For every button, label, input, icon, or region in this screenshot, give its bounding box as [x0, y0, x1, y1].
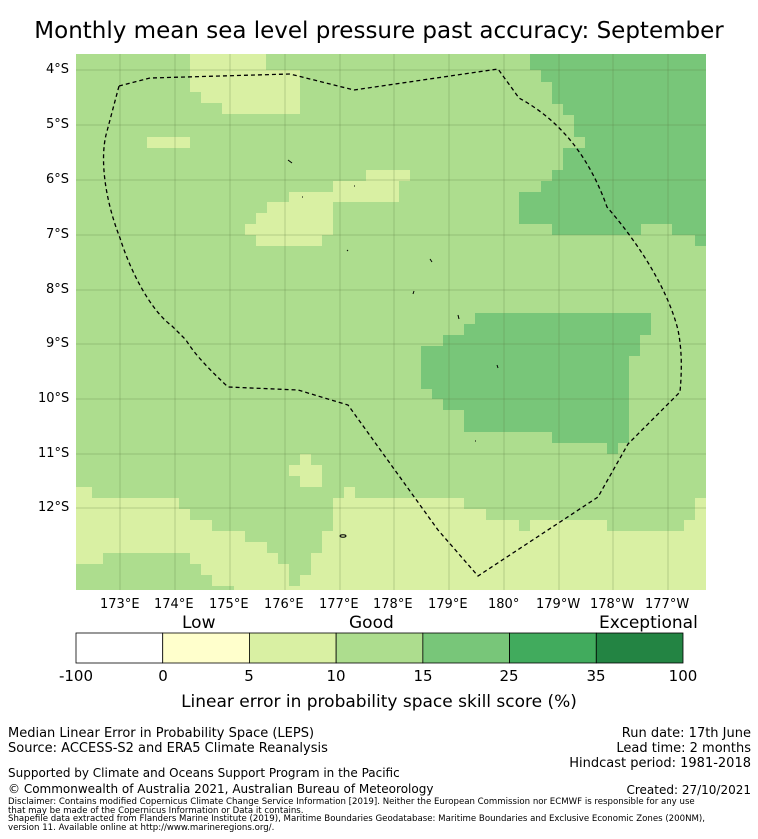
- colorbar-tick: 15: [413, 667, 433, 685]
- colorbar-tick: 5: [244, 667, 254, 685]
- supported-text: Supported by Climate and Oceans Support …: [8, 766, 400, 780]
- colorbar-tick: 35: [586, 667, 606, 685]
- colorbar-swatch: [335, 632, 424, 664]
- lon-label: 179°E: [428, 597, 468, 612]
- lat-label: 4°S: [46, 62, 70, 77]
- colorbar-label-good: Good: [349, 613, 394, 633]
- lon-label: 177°W: [645, 597, 690, 612]
- colorbar-title: Linear error in probability space skill …: [181, 692, 577, 712]
- lead-time: Lead time: 2 months: [616, 741, 751, 756]
- colorbar-tick: 10: [326, 667, 346, 685]
- lon-label: 175°E: [209, 597, 249, 612]
- skill-region-good-southwest: [76, 553, 234, 590]
- lat-label: 5°S: [46, 117, 70, 132]
- run-date: Run date: 17th June: [621, 726, 751, 741]
- colorbar-tick: 0: [158, 667, 168, 685]
- hindcast-period: Hindcast period: 1981-2018: [569, 756, 751, 771]
- colorbar-label-exceptional: Exceptional: [599, 613, 698, 633]
- method-text: Median Linear Error in Probability Space…: [8, 726, 315, 741]
- lat-label: 11°S: [38, 446, 70, 461]
- disclaimer-line-2: that may be made of the Copernicus Infor…: [8, 806, 304, 816]
- lat-label: 9°S: [46, 336, 70, 351]
- copyright-text: © Commonwealth of Australia 2021, Austra…: [8, 782, 434, 796]
- lon-label: 180°: [488, 597, 520, 612]
- skill-patch-low-small: [147, 137, 190, 148]
- colorbar-swatch: [249, 632, 337, 664]
- colorbar-label-low: Low: [182, 613, 216, 633]
- lon-label: 174°E: [154, 597, 194, 612]
- lat-label: 7°S: [46, 227, 70, 242]
- colorbar-swatch: [75, 632, 164, 664]
- lon-label: 177°E: [319, 597, 359, 612]
- skill-region-very-good-east: [519, 54, 706, 246]
- disclaimer-line-1: Disclaimer: Contains modified Copernicus…: [8, 797, 695, 807]
- skill-region-low-north: [190, 54, 300, 114]
- lon-label: 173°E: [100, 597, 140, 612]
- colorbar: [75, 632, 684, 664]
- lon-label: 178°W: [590, 597, 635, 612]
- island-markers: [287, 159, 499, 538]
- lat-label: 6°S: [46, 172, 70, 187]
- created-date: Created: 27/10/2021: [626, 783, 751, 797]
- skill-patch-low-west: [289, 454, 322, 487]
- shapefile-line-2: version 11. Available online at http://w…: [8, 823, 275, 833]
- shapefile-line-1: Shapefile data extracted from Flanders M…: [8, 814, 705, 824]
- colorbar-swatch: [509, 632, 597, 664]
- colorbar-swatch: [595, 632, 684, 664]
- lon-label: 178°E: [373, 597, 413, 612]
- skill-region-low-center: [245, 170, 410, 246]
- lat-label: 12°S: [38, 500, 70, 515]
- colorbar-swatch: [422, 632, 510, 664]
- colorbar-tick: -100: [58, 667, 94, 685]
- lon-label: 179°W: [536, 597, 581, 612]
- colorbar-tick: 100: [668, 667, 698, 685]
- map-gridlines: [76, 54, 706, 590]
- eez-boundary: [102, 68, 682, 577]
- skill-region-very-good-south: [421, 313, 651, 454]
- skill-region-low-south: [76, 487, 706, 590]
- lat-label: 10°S: [38, 391, 70, 406]
- lon-label: 176°E: [264, 597, 304, 612]
- colorbar-swatch: [162, 632, 250, 664]
- colorbar-tick: 25: [499, 667, 519, 685]
- map-canvas: [76, 54, 706, 590]
- lat-label: 8°S: [46, 282, 70, 297]
- page-title: Monthly mean sea level pressure past acc…: [34, 18, 724, 44]
- source-text: Source: ACCESS-S2 and ERA5 Climate Reana…: [8, 741, 328, 756]
- skill-region-low-north-2: [190, 54, 200, 60]
